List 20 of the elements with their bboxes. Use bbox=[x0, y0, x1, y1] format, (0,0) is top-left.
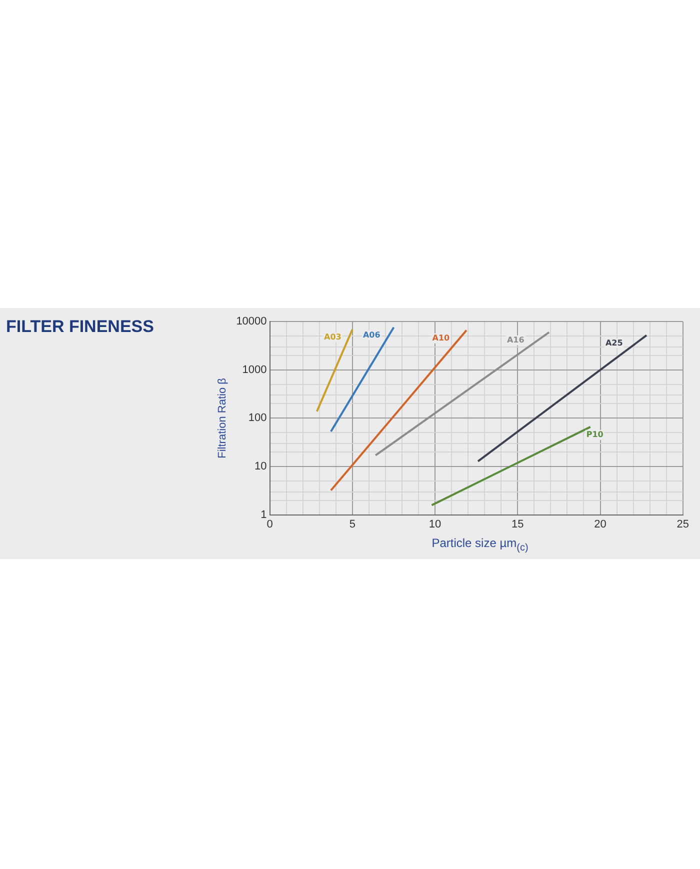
x-tick-label: 10 bbox=[428, 518, 442, 530]
series-label: A10 bbox=[432, 333, 450, 342]
x-tick-label: 20 bbox=[594, 518, 606, 530]
x-tick-label: 25 bbox=[676, 518, 690, 530]
y-tick-label: 1 bbox=[260, 508, 267, 521]
y-tick-label: 1000 bbox=[242, 364, 267, 376]
y-tick-label: 100 bbox=[248, 412, 267, 424]
y-tick-label: 10 bbox=[254, 460, 267, 473]
x-tick-label: 0 bbox=[266, 518, 273, 530]
series-label: A03 bbox=[324, 332, 342, 342]
series-label: A16 bbox=[506, 335, 525, 344]
series-label: A25 bbox=[605, 338, 624, 348]
series-label: P10 bbox=[586, 430, 604, 439]
series-label: A06 bbox=[362, 330, 381, 340]
x-tick-label: 5 bbox=[349, 518, 356, 530]
text: FILTER FINENESS bbox=[6, 317, 154, 337]
y-axis-title: Filtration Ratio β bbox=[216, 378, 229, 458]
y-tick-label: 10000 bbox=[236, 316, 267, 328]
x-axis-title: Particle size µm$_{(c)}$ bbox=[430, 536, 530, 554]
x-tick-label: 15 bbox=[512, 518, 524, 530]
